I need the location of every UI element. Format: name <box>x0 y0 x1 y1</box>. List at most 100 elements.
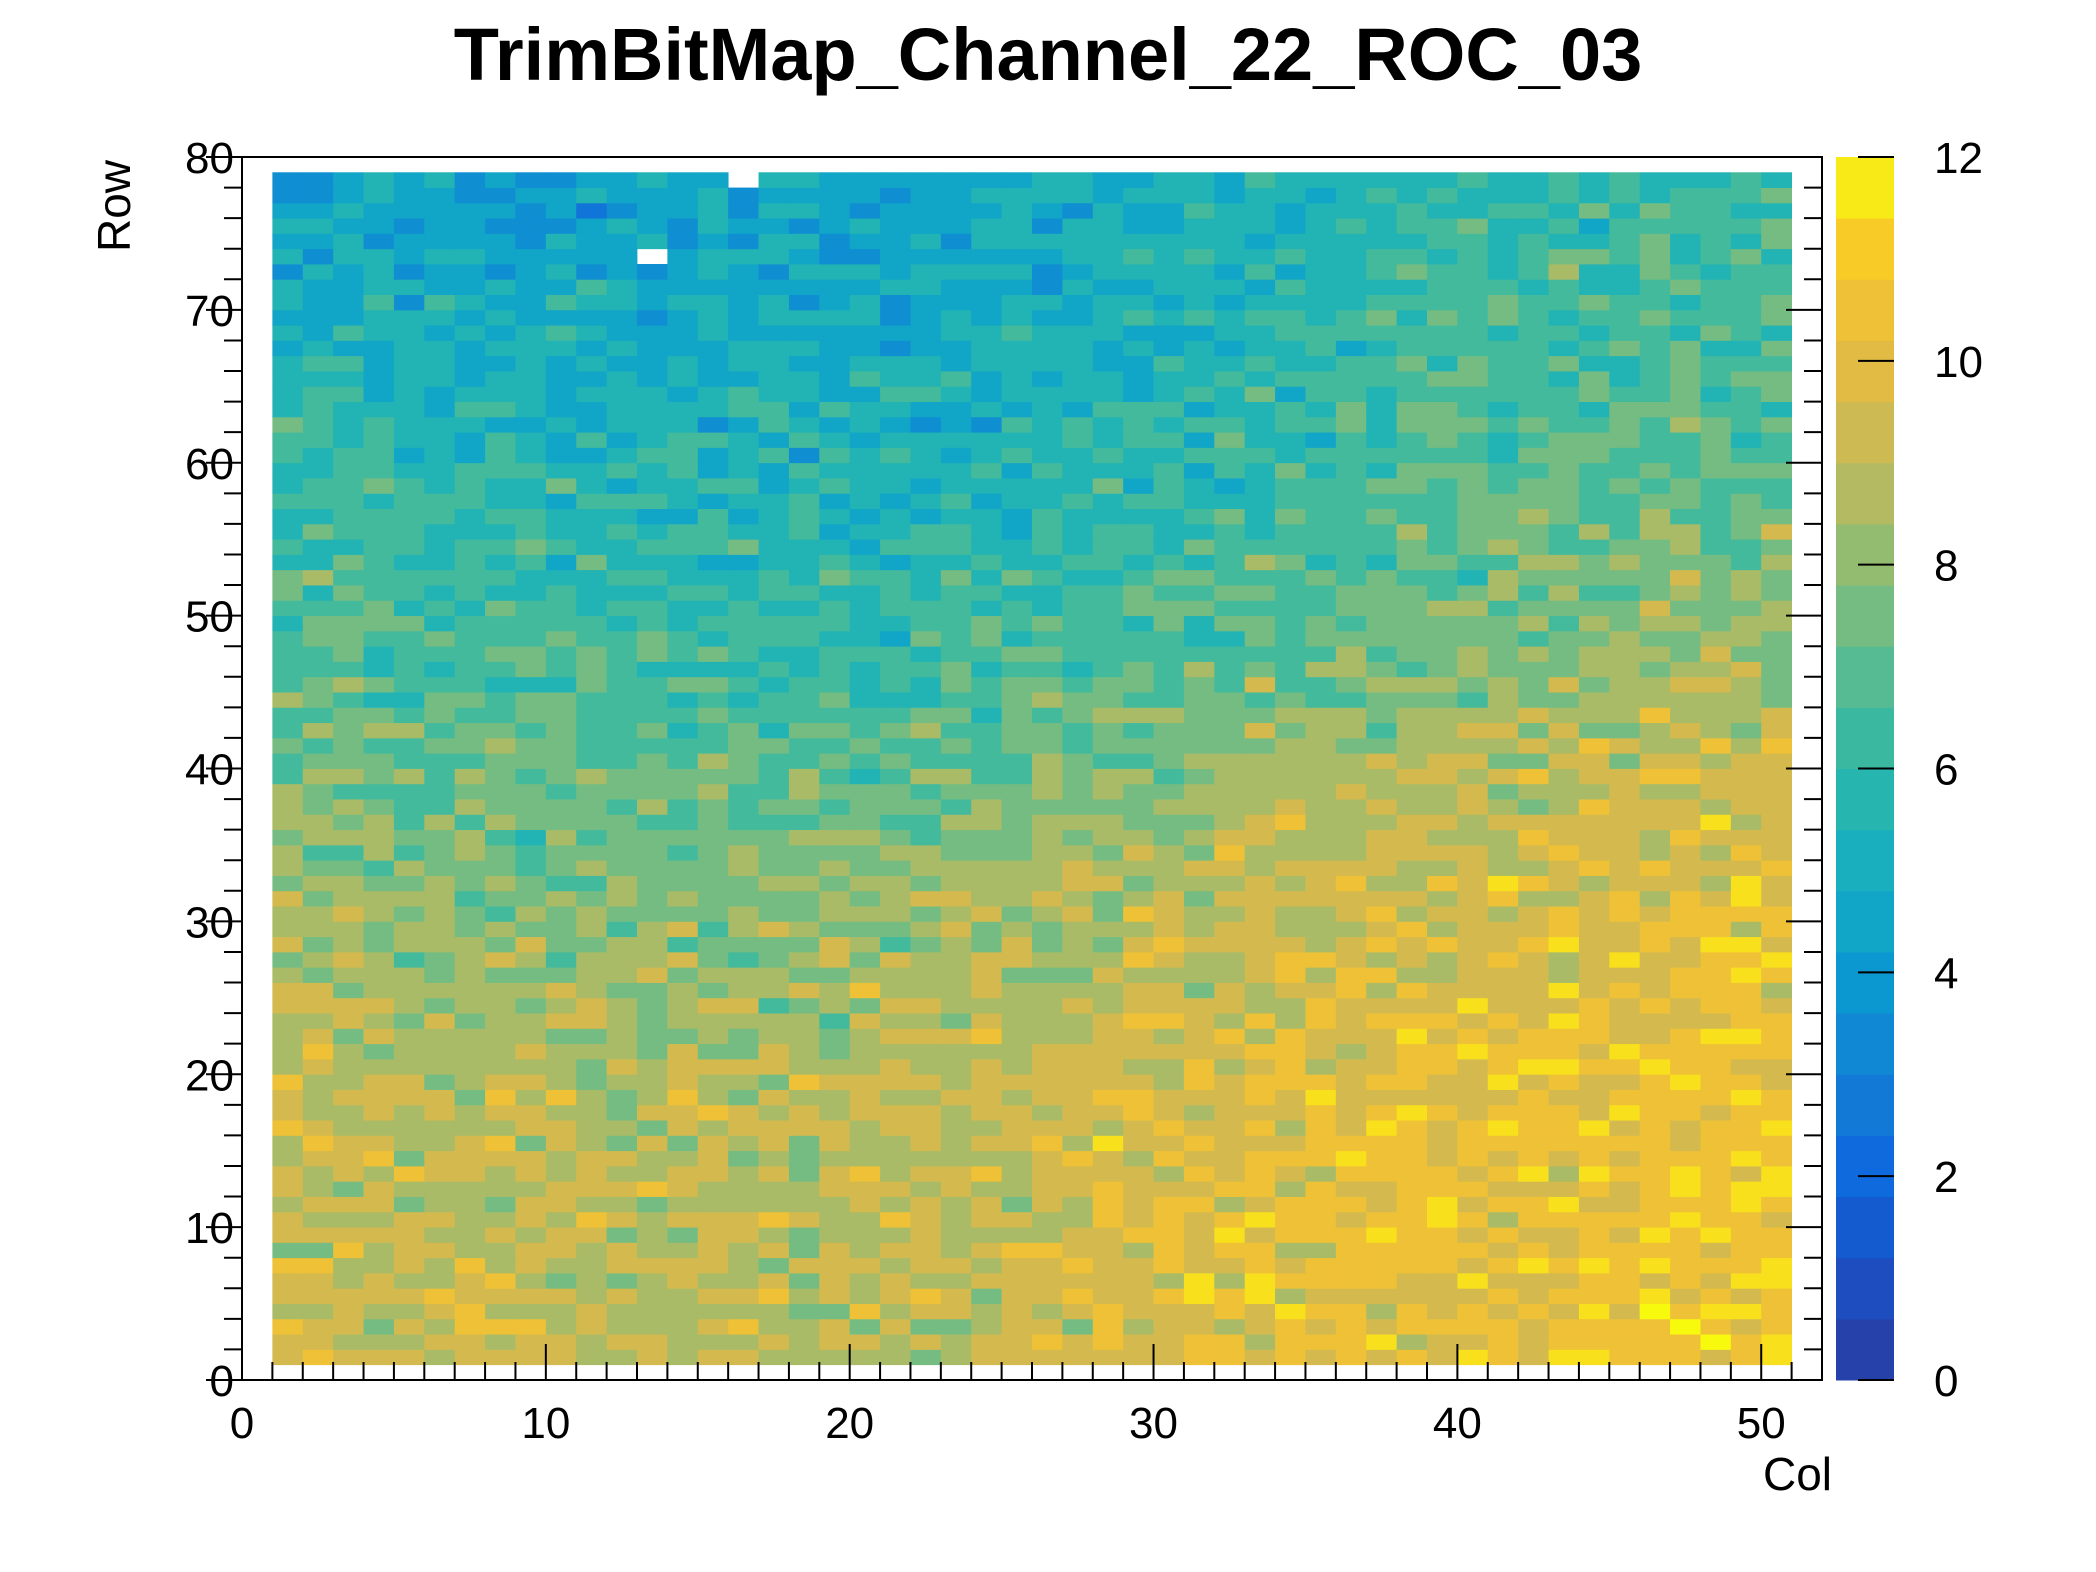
heatmap-cell <box>1487 218 1519 234</box>
heatmap-cell <box>576 585 608 601</box>
heatmap-cell <box>1183 1272 1215 1289</box>
heatmap-cell <box>1244 1089 1276 1106</box>
heatmap-cell <box>1032 646 1063 662</box>
heatmap-cell <box>1153 416 1185 433</box>
heatmap-cell <box>1578 554 1610 571</box>
heatmap-cell <box>1244 386 1276 402</box>
heatmap-cell <box>515 309 547 326</box>
heatmap-cell <box>1092 1089 1124 1106</box>
heatmap-cell <box>515 1272 547 1289</box>
heatmap-cell <box>1335 202 1367 219</box>
heatmap-cell <box>637 1181 668 1197</box>
heatmap-cell <box>1487 508 1519 525</box>
heatmap-cell <box>880 539 911 555</box>
heatmap-cell <box>1032 508 1063 525</box>
heatmap-cell <box>576 1288 608 1304</box>
heatmap-cell <box>1639 692 1671 708</box>
heatmap-cell <box>1487 187 1519 204</box>
heatmap-cell <box>272 1288 304 1304</box>
heatmap-cell <box>1457 279 1489 295</box>
heatmap-cell <box>819 799 851 815</box>
heatmap-cell <box>1700 997 1732 1014</box>
heatmap-cell <box>940 1104 972 1121</box>
heatmap-cell <box>1032 309 1063 326</box>
heatmap-cell <box>1639 906 1671 922</box>
heatmap-cell <box>363 187 395 204</box>
heatmap-cell <box>728 202 759 219</box>
heatmap-cell <box>1123 737 1154 754</box>
heatmap-cell <box>667 401 699 418</box>
heatmap-cell <box>363 432 395 448</box>
heatmap-cell <box>1670 355 1701 372</box>
heatmap-cell <box>606 523 638 540</box>
heatmap-cell <box>1518 432 1549 448</box>
heatmap-cell <box>1548 202 1580 219</box>
heatmap-cell <box>880 692 911 708</box>
heatmap-cell <box>1670 1334 1701 1350</box>
heatmap-cell <box>940 187 972 204</box>
heatmap-cell <box>1214 829 1246 846</box>
heatmap-cell <box>1427 264 1458 280</box>
heatmap-cell <box>272 1349 304 1366</box>
heatmap-cell <box>1700 218 1732 234</box>
heatmap-cell <box>788 569 820 586</box>
heatmap-cell <box>1092 1227 1124 1243</box>
heatmap-cell <box>485 829 516 846</box>
heatmap-cell <box>1457 768 1489 785</box>
heatmap-cell <box>545 982 577 999</box>
heatmap-cell <box>1153 646 1185 662</box>
heatmap-cell <box>1761 1349 1793 1366</box>
heatmap-cell <box>1366 187 1398 204</box>
heatmap-cell <box>1153 753 1185 769</box>
heatmap-cell <box>1578 355 1610 372</box>
heatmap-cell <box>758 799 790 815</box>
heatmap-cell <box>393 906 425 922</box>
heatmap-cell <box>1062 982 1094 999</box>
heatmap-cell <box>1335 1013 1367 1029</box>
heatmap-cell <box>1761 1074 1793 1090</box>
heatmap-cell <box>1335 1150 1367 1167</box>
heatmap-cell <box>1335 1334 1367 1350</box>
heatmap-cell <box>1335 799 1367 815</box>
heatmap-cell <box>1427 1303 1458 1320</box>
heatmap-cell <box>1001 294 1033 311</box>
heatmap-cell <box>333 722 364 739</box>
heatmap-cell <box>1761 187 1793 204</box>
heatmap-cell <box>910 309 942 326</box>
heatmap-cell <box>1366 600 1398 617</box>
heatmap-cell <box>1123 478 1154 494</box>
heatmap-cell <box>1001 890 1033 907</box>
heatmap-cell <box>1457 844 1489 861</box>
heatmap-cell <box>849 279 881 295</box>
heatmap-cell <box>485 890 516 907</box>
heatmap-cell <box>880 1058 911 1075</box>
heatmap-cell <box>1518 1181 1549 1197</box>
heatmap-cell <box>1761 172 1793 188</box>
heatmap-cell <box>637 1196 668 1213</box>
heatmap-cell <box>576 646 608 662</box>
heatmap-cell <box>515 799 547 815</box>
heatmap-cell <box>819 1211 851 1228</box>
heatmap-cell <box>333 676 364 693</box>
heatmap-cell <box>1730 676 1762 693</box>
heatmap-cell <box>1153 340 1185 357</box>
heatmap-cell <box>1700 294 1732 311</box>
heatmap-cell <box>1305 478 1337 494</box>
heatmap-cell <box>515 1181 547 1197</box>
heatmap-cell <box>1487 1288 1519 1304</box>
heatmap-cell <box>333 615 364 632</box>
heatmap-cell <box>1275 753 1306 769</box>
heatmap-cell <box>1183 1303 1215 1320</box>
heatmap-cell <box>1487 967 1519 983</box>
heatmap-cell <box>971 539 1003 555</box>
heatmap-cell <box>1062 523 1094 540</box>
heatmap-cell <box>545 523 577 540</box>
heatmap-cell <box>606 1196 638 1213</box>
heatmap-cell <box>272 906 304 922</box>
heatmap-cell <box>1062 1165 1094 1182</box>
heatmap-cell <box>1639 936 1671 953</box>
heatmap-cell <box>545 264 577 280</box>
heatmap-cell <box>1366 371 1398 387</box>
heatmap-cell <box>606 967 638 983</box>
heatmap-cell <box>1001 386 1033 402</box>
